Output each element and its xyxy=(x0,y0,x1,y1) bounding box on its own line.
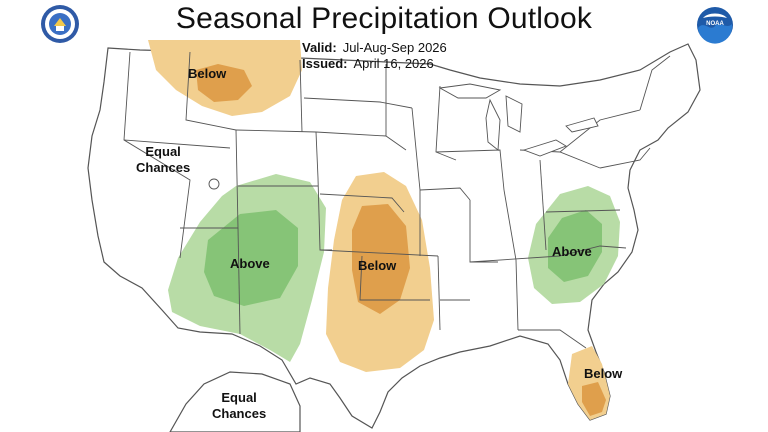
above-southwest-dark xyxy=(204,210,298,306)
equal-chances-line2: Chances xyxy=(136,160,191,175)
issued-line: Issued: April 16, 2026 xyxy=(302,56,434,71)
label-equal-chances-west: Equal Chances xyxy=(136,144,190,176)
alaska-outline xyxy=(169,371,301,432)
valid-value: Jul-Aug-Sep 2026 xyxy=(342,40,447,55)
valid-label: Valid: xyxy=(302,40,337,55)
map-title: Seasonal Precipitation Outlook xyxy=(175,2,593,35)
valid-line: Valid: Jul-Aug-Sep 2026 xyxy=(302,40,447,55)
doc-seal-icon xyxy=(41,5,79,43)
great-lakes xyxy=(438,83,599,157)
equal-chances-line1: Equal xyxy=(145,144,181,159)
issued-value: April 16, 2026 xyxy=(353,56,434,71)
label-southern-plains: Below xyxy=(358,258,397,273)
above-southeast-dark xyxy=(548,210,602,282)
label-florida: Below xyxy=(584,366,623,381)
below-florida-dark xyxy=(582,382,606,416)
below-north-rockies-dark xyxy=(196,64,252,102)
below-plains-dark xyxy=(352,204,410,314)
label-equal-chances-alaska: Equal Chances xyxy=(212,390,266,422)
svg-text:NOAA: NOAA xyxy=(706,21,724,27)
label-southeast: Above xyxy=(552,244,592,259)
salt-lake xyxy=(208,178,220,190)
noaa-logo-icon: NOAA xyxy=(697,7,733,44)
equal-chances-line1: Equal xyxy=(221,390,257,405)
label-north-rockies: Below xyxy=(188,66,227,81)
issued-label: Issued: xyxy=(302,56,348,71)
state-lines xyxy=(123,51,671,349)
label-southwest: Above xyxy=(230,256,270,271)
equal-chances-line2: Chances xyxy=(212,406,267,421)
